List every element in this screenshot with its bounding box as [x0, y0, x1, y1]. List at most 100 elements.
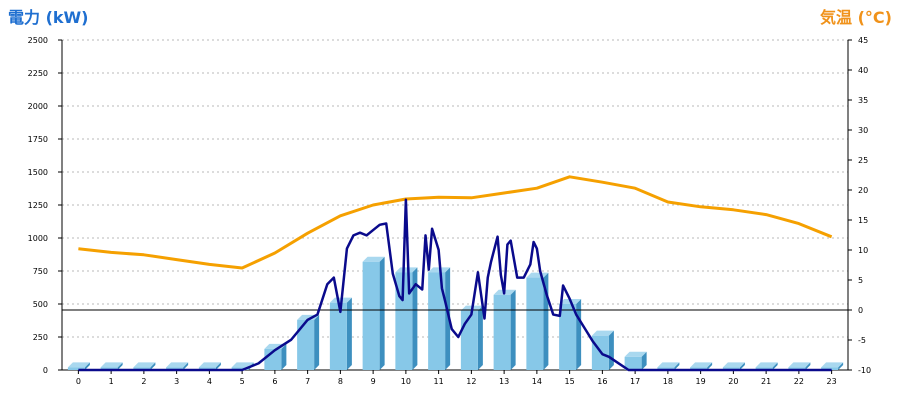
- bar-side: [608, 330, 614, 370]
- bar-side: [805, 362, 811, 370]
- left-tick-label: 750: [33, 267, 48, 276]
- bar-top: [657, 362, 680, 368]
- right-tick-label: 10: [858, 246, 868, 255]
- bar: [166, 367, 184, 370]
- left-tick-label: 1750: [28, 135, 48, 144]
- bar-top: [788, 362, 811, 368]
- bar-top: [133, 362, 156, 368]
- bar: [133, 367, 151, 370]
- x-tick-label: 3: [174, 377, 179, 386]
- x-tick-label: 19: [696, 377, 706, 386]
- bar-top: [722, 362, 745, 368]
- right-tick-label: 25: [858, 156, 868, 165]
- bar: [821, 367, 839, 370]
- x-tick-label: 11: [434, 377, 444, 386]
- right-tick-label: 0: [858, 306, 863, 315]
- bar-side: [215, 362, 221, 370]
- power-line: [78, 198, 832, 372]
- bar: [657, 367, 675, 370]
- bar: [624, 356, 642, 370]
- x-tick-label: 14: [532, 377, 542, 386]
- x-tick-label: 20: [728, 377, 738, 386]
- bar: [722, 367, 740, 370]
- left-tick-label: 250: [33, 333, 48, 342]
- bar: [231, 367, 249, 370]
- left-tick-label: 2500: [28, 36, 48, 45]
- bar-side: [674, 362, 680, 370]
- bar: [428, 272, 446, 370]
- bar-side: [314, 314, 320, 370]
- bar: [559, 304, 577, 370]
- x-tick-label: 8: [338, 377, 343, 386]
- temperature-line: [78, 175, 833, 270]
- x-tick-label: 18: [663, 377, 673, 386]
- x-tick-label: 10: [401, 377, 411, 386]
- left-tick-label: 1500: [28, 168, 48, 177]
- bar-top: [624, 351, 647, 357]
- bar-side: [150, 362, 156, 370]
- x-tick-label: 16: [597, 377, 607, 386]
- right-tick-label: 45: [858, 36, 868, 45]
- bar: [526, 277, 544, 370]
- right-tick-label: -5: [858, 336, 866, 345]
- x-tick-label: 4: [207, 377, 212, 386]
- bar-top: [100, 362, 123, 368]
- left-tick-label: 500: [33, 300, 48, 309]
- bar: [67, 367, 85, 370]
- right-tick-label: 35: [858, 96, 868, 105]
- x-tick-label: 12: [466, 377, 476, 386]
- x-tick-label: 23: [827, 377, 837, 386]
- left-tick-label: 2250: [28, 69, 48, 78]
- bar: [755, 367, 773, 370]
- bar-top: [690, 362, 713, 368]
- bar-top: [755, 362, 778, 368]
- bar-side: [117, 362, 123, 370]
- bar: [788, 367, 806, 370]
- right-tick-label: 40: [858, 66, 868, 75]
- bar-side: [84, 362, 90, 370]
- left-tick-label: 0: [43, 366, 48, 375]
- bar: [100, 367, 118, 370]
- bar-side: [183, 362, 189, 370]
- bar-side: [281, 343, 287, 370]
- x-tick-label: 2: [141, 377, 146, 386]
- bar: [362, 261, 380, 370]
- x-tick-label: 6: [272, 377, 277, 386]
- x-tick-label: 17: [630, 377, 640, 386]
- left-tick-label: 1000: [28, 234, 48, 243]
- right-tick-label: 30: [858, 126, 868, 135]
- bar-side: [838, 362, 844, 370]
- x-tick-label: 21: [761, 377, 771, 386]
- right-axis-title: 気温 (°C): [820, 8, 892, 27]
- bar-side: [739, 362, 745, 370]
- bar-side: [641, 351, 647, 370]
- bar-side: [772, 362, 778, 370]
- x-tick-label: 22: [794, 377, 804, 386]
- bar-side: [346, 297, 352, 370]
- left-tick-label: 2000: [28, 102, 48, 111]
- bar-side: [379, 256, 385, 370]
- bar-top: [198, 362, 221, 368]
- bar-side: [510, 289, 516, 370]
- bar-top: [591, 330, 614, 336]
- bar-side: [412, 267, 418, 370]
- right-tick-label: -10: [858, 366, 871, 375]
- x-tick-label: 1: [109, 377, 114, 386]
- right-tick-label: 20: [858, 186, 868, 195]
- x-tick-label: 13: [499, 377, 509, 386]
- bar: [690, 367, 708, 370]
- left-axis-title: 電力 (kW): [8, 8, 89, 27]
- bar-side: [445, 267, 451, 370]
- right-tick-label: 5: [858, 276, 863, 285]
- bar-top: [67, 362, 90, 368]
- bar-side: [707, 362, 713, 370]
- x-tick-label: 0: [76, 377, 81, 386]
- x-tick-label: 9: [371, 377, 376, 386]
- bar: [198, 367, 216, 370]
- x-tick-label: 5: [240, 377, 245, 386]
- bar-top: [821, 362, 844, 368]
- bar-top: [166, 362, 189, 368]
- bar-side: [477, 305, 483, 370]
